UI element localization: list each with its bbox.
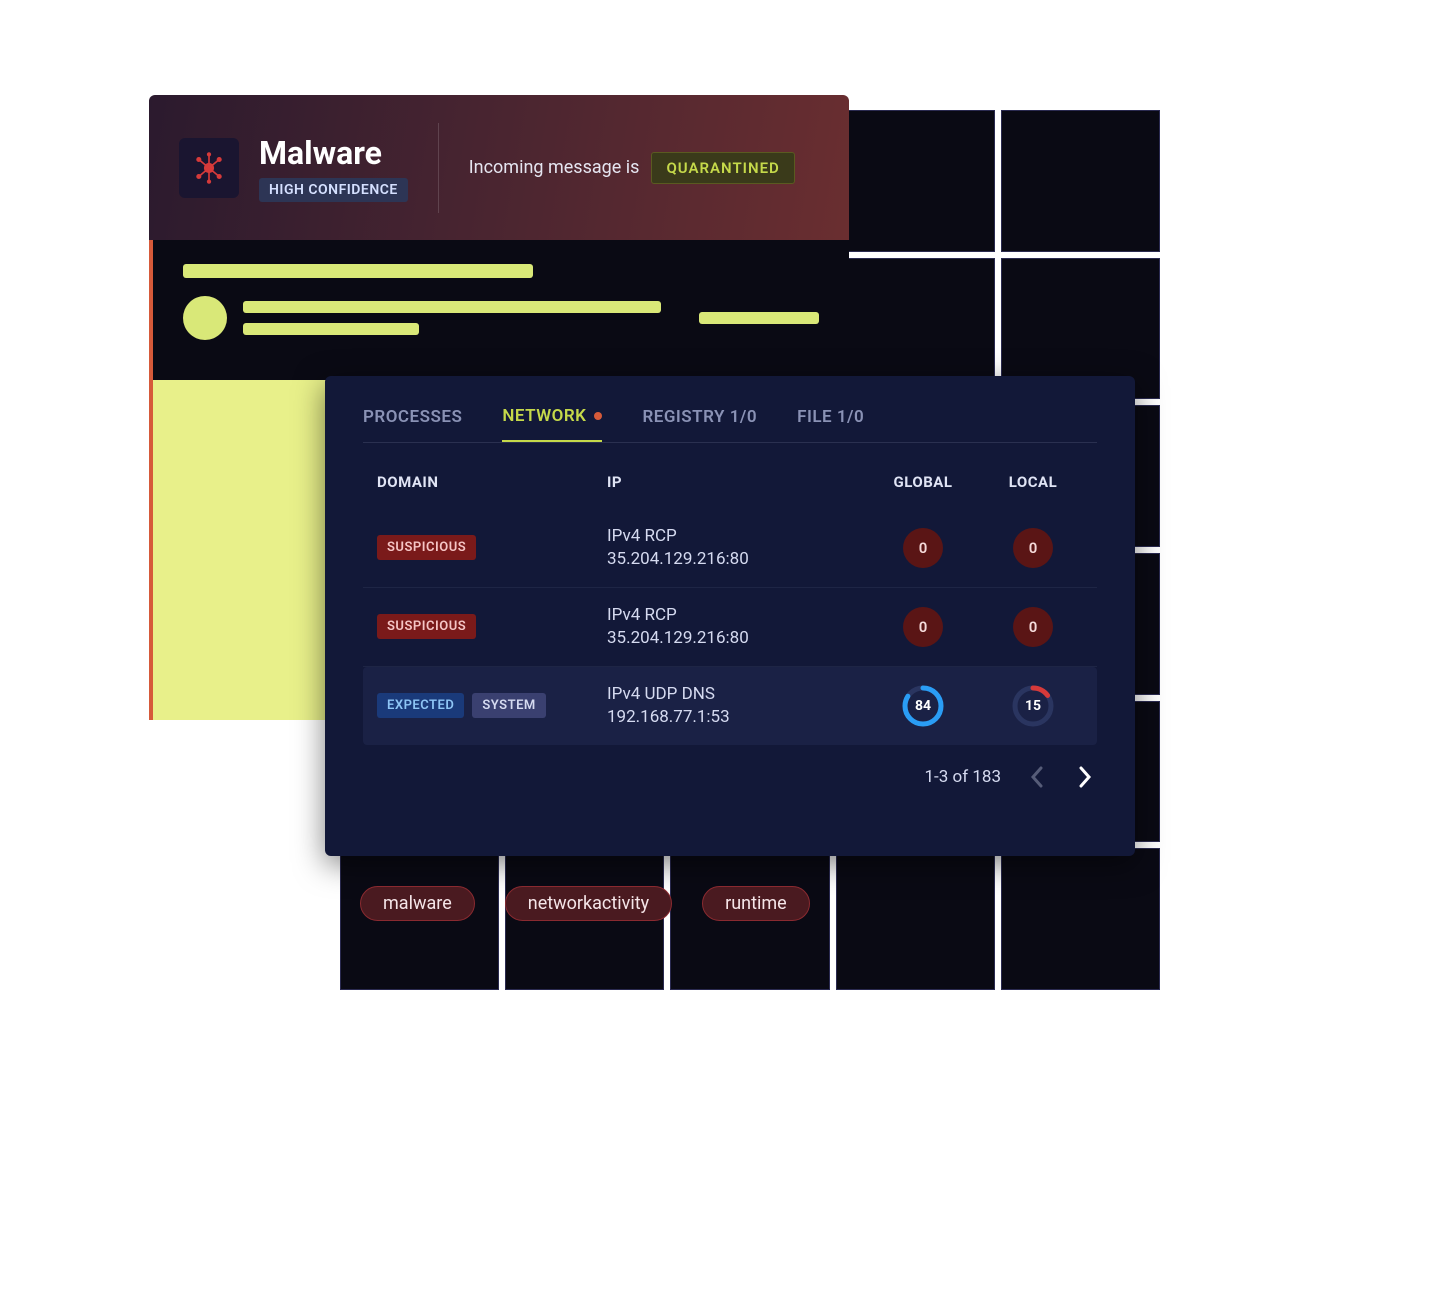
network-panel: PROCESSES NETWORK REGISTRY 1/0 FILE 1/0 DOM… [325, 376, 1135, 856]
table-row[interactable]: EXPECTED SYSTEM IPv4 UDP DNS 192.168.77.1… [363, 667, 1097, 745]
message-text: Incoming message is [469, 157, 640, 178]
tabs: PROCESSES NETWORK REGISTRY 1/0 FILE 1/0 [363, 406, 1097, 443]
header-divider [438, 123, 439, 213]
expected-badge: EXPECTED [377, 693, 464, 718]
ip-protocol: IPv4 RCP [607, 604, 863, 627]
ip-cell: IPv4 RCP 35.204.129.216:80 [607, 525, 863, 571]
ip-address: 35.204.129.216:80 [607, 627, 863, 650]
ip-cell: IPv4 RCP 35.204.129.216:80 [607, 604, 863, 650]
tab-label: NETWORK [502, 406, 586, 426]
confidence-badge: HIGH CONFIDENCE [259, 178, 408, 202]
tab-label: FILE 1/0 [797, 407, 864, 427]
global-cell: 0 [863, 607, 983, 647]
table-row[interactable]: SUSPICIOUS IPv4 RCP 35.204.129.216:80 0 … [363, 588, 1097, 667]
local-cell: 15 [983, 685, 1083, 727]
domain-cell: SUSPICIOUS [377, 535, 607, 560]
tab-file-1-0[interactable]: FILE 1/0 [797, 406, 864, 442]
tag-networkactivity[interactable]: networkactivity [505, 886, 672, 921]
count-ring: 84 [902, 685, 944, 727]
pagination-text: 1-3 of 183 [924, 767, 1001, 787]
tab-registry-1-0[interactable]: REGISTRY 1/0 [642, 406, 757, 442]
system-badge: SYSTEM [472, 693, 545, 718]
chevron-left-icon [1030, 766, 1044, 788]
ip-address: 192.168.77.1:53 [607, 706, 863, 729]
alert-header-card: Malware HIGH CONFIDENCE Incoming message… [149, 95, 849, 240]
prev-button[interactable] [1025, 765, 1049, 789]
next-button[interactable] [1073, 765, 1097, 789]
suspicious-badge: SUSPICIOUS [377, 535, 476, 560]
local-cell: 0 [983, 607, 1083, 647]
tab-label: PROCESSES [363, 407, 462, 427]
suspicious-badge: SUSPICIOUS [377, 614, 476, 639]
tag-malware[interactable]: malware [360, 886, 475, 921]
table-header: DOMAIN IP GLOBAL LOCAL [363, 473, 1097, 509]
count-value: 84 [902, 685, 944, 727]
ip-cell: IPv4 UDP DNS 192.168.77.1:53 [607, 683, 863, 729]
local-cell: 0 [983, 528, 1083, 568]
global-cell: 0 [863, 528, 983, 568]
domain-cell: EXPECTED SYSTEM [377, 693, 607, 718]
alert-title: Malware [259, 134, 408, 172]
col-local: LOCAL [983, 473, 1083, 491]
count-badge: 0 [903, 528, 943, 568]
col-ip: IP [607, 473, 863, 491]
tab-network[interactable]: NETWORK [502, 406, 602, 442]
tab-label: REGISTRY 1/0 [642, 407, 757, 427]
ip-address: 35.204.129.216:80 [607, 548, 863, 571]
malware-icon-box [179, 138, 239, 198]
count-value: 15 [1012, 685, 1054, 727]
table-body: SUSPICIOUS IPv4 RCP 35.204.129.216:80 0 … [363, 509, 1097, 745]
chevron-right-icon [1078, 766, 1092, 788]
tags: malware networkactivity runtime [360, 886, 810, 921]
count-badge: 0 [903, 607, 943, 647]
tab-processes[interactable]: PROCESSES [363, 406, 462, 442]
pagination: 1-3 of 183 [363, 765, 1097, 789]
malware-icon [192, 151, 226, 185]
alert-dot-icon [594, 412, 602, 420]
domain-cell: SUSPICIOUS [377, 614, 607, 639]
count-badge: 0 [1013, 528, 1053, 568]
global-cell: 84 [863, 685, 983, 727]
ip-protocol: IPv4 UDP DNS [607, 683, 863, 706]
count-badge: 0 [1013, 607, 1053, 647]
col-domain: DOMAIN [377, 473, 607, 491]
count-ring: 15 [1012, 685, 1054, 727]
ip-protocol: IPv4 RCP [607, 525, 863, 548]
table-row[interactable]: SUSPICIOUS IPv4 RCP 35.204.129.216:80 0 … [363, 509, 1097, 588]
status-badge: QUARANTINED [651, 152, 794, 184]
tag-runtime[interactable]: runtime [702, 886, 810, 921]
col-global: GLOBAL [863, 473, 983, 491]
